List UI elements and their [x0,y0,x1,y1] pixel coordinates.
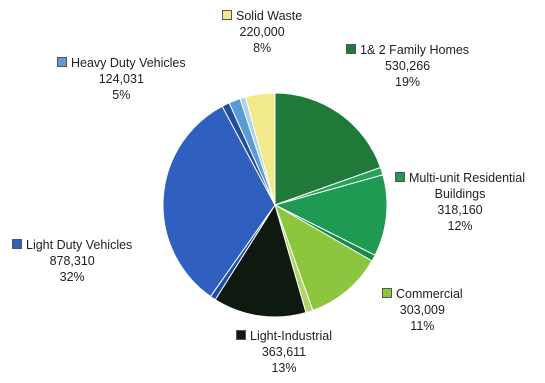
pie-slice-multi-unit-residential-buildings [273,174,388,256]
label-light-industrial: Light-Industrial 363,611 13% [236,328,332,376]
label-family-homes-name: 1& 2 Family Homes [360,43,470,57]
legend-swatch-light-industrial [236,330,246,340]
legend-swatch-light-duty [12,239,22,249]
label-solid-waste: Solid Waste 220,000 8% [222,8,302,56]
pie-slice-light-duty-vehicles [162,105,276,298]
label-light-industrial-value: 363,611 [261,345,307,359]
label-solid-waste-pct: 8% [253,41,272,55]
label-light-duty-value: 878,310 [49,254,95,268]
label-multi-unit-name2: Buildings [434,187,486,201]
label-multi-unit-value: 318,160 [437,203,483,217]
label-heavy-duty: Heavy Duty Vehicles 124,031 5% [57,55,186,103]
label-heavy-duty-value: 124,031 [98,72,144,86]
label-solid-waste-value: 220,000 [239,25,285,39]
label-light-industrial-pct: 13% [271,361,297,375]
legend-swatch-commercial [382,288,392,298]
label-multi-unit-name1: Multi-unit Residential [409,171,526,185]
label-multi-unit-pct: 12% [447,219,473,233]
label-commercial: Commercial 303,009 11% [382,286,463,334]
label-family-homes-value: 530,266 [384,59,431,73]
label-heavy-duty-pct: 5% [112,88,131,102]
pie-slice-commercial [274,203,373,312]
label-light-duty-name: Light Duty Vehicles [26,238,133,252]
label-heavy-duty-name: Heavy Duty Vehicles [71,56,186,70]
legend-swatch-family-homes [346,44,356,54]
pie-slice-light-industrial [214,203,307,318]
label-family-homes-pct: 19% [395,75,421,89]
label-solid-waste-name: Solid Waste [236,9,303,23]
label-commercial-pct: 11% [410,319,435,333]
label-commercial-value: 303,009 [399,303,445,317]
pie-slice-solid-waste [244,92,276,206]
pie-slices [162,92,388,318]
label-light-duty: Light Duty Vehicles 878,310 32% [12,237,132,285]
label-family-homes: 1& 2 Family Homes 530,266 19% [346,42,469,90]
legend-swatch-multi-unit [395,172,405,182]
pie-slice-1-2-family-homes [274,92,382,206]
legend-swatch-solid-waste [222,10,232,20]
label-light-duty-pct: 32% [59,270,85,284]
label-multi-unit: Multi-unit Residential Buildings 318,160… [395,170,525,234]
label-commercial-name: Commercial [396,287,463,301]
legend-swatch-heavy-duty [57,57,67,67]
label-light-industrial-name: Light-Industrial [250,329,332,343]
